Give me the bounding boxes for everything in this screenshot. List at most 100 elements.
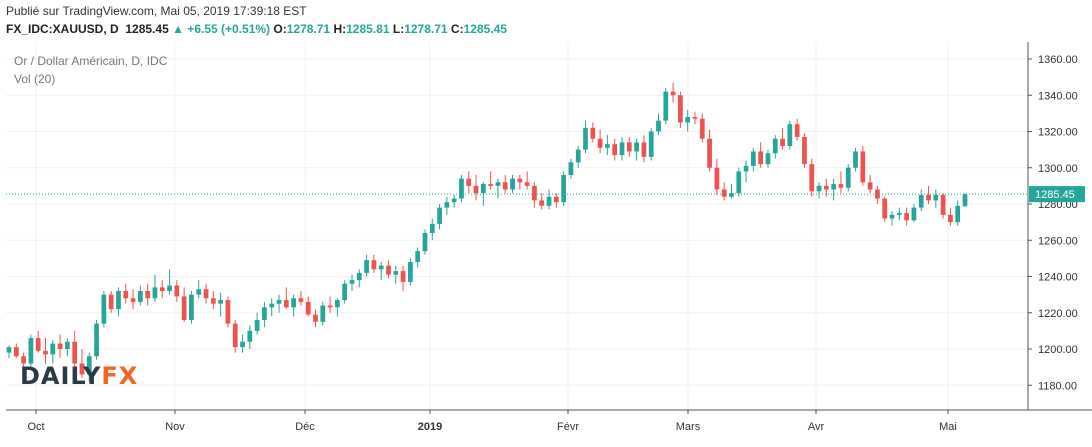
candle-body bbox=[714, 167, 720, 190]
candle-body bbox=[678, 95, 683, 123]
candle bbox=[707, 129, 712, 172]
candle bbox=[43, 338, 48, 364]
candle bbox=[933, 189, 939, 208]
candle-body bbox=[532, 185, 537, 201]
candle-body bbox=[488, 184, 494, 186]
y-tick-label: 1300.00 bbox=[1038, 163, 1078, 175]
candle-body bbox=[539, 200, 545, 206]
candle bbox=[634, 138, 639, 161]
candle bbox=[546, 189, 552, 210]
x-tick-label: Avr bbox=[808, 421, 825, 433]
candle-body bbox=[415, 251, 421, 262]
candle-body bbox=[626, 142, 632, 152]
candle-body bbox=[298, 298, 304, 302]
candle bbox=[626, 136, 632, 157]
candle bbox=[72, 330, 78, 371]
candle-body bbox=[35, 338, 41, 351]
candle bbox=[130, 289, 136, 310]
candle bbox=[670, 82, 676, 103]
candle bbox=[532, 182, 537, 208]
candle bbox=[349, 274, 355, 291]
candle bbox=[57, 334, 63, 359]
candle-body bbox=[101, 294, 107, 324]
candle-body bbox=[758, 151, 764, 165]
candle bbox=[743, 160, 749, 183]
candle-body bbox=[116, 291, 121, 310]
candle bbox=[882, 196, 888, 223]
candle bbox=[203, 283, 209, 304]
candle-body bbox=[473, 185, 479, 194]
candle bbox=[473, 175, 479, 201]
candle-body bbox=[225, 300, 231, 324]
candle bbox=[276, 294, 282, 313]
candle-body bbox=[203, 289, 209, 299]
candle-body bbox=[28, 338, 34, 364]
candle bbox=[320, 301, 326, 326]
candle bbox=[750, 147, 756, 172]
candle bbox=[21, 352, 26, 368]
chart-axes: 1360.001340.001320.001300.001280.001260.… bbox=[6, 42, 1092, 433]
candle bbox=[860, 146, 866, 186]
candle-body bbox=[444, 202, 450, 208]
candle-body bbox=[911, 207, 917, 221]
candle-body bbox=[159, 287, 165, 291]
candle-body bbox=[6, 347, 12, 353]
candle bbox=[415, 247, 421, 268]
x-tick-label: Mai bbox=[939, 421, 957, 433]
candle-body bbox=[816, 185, 822, 192]
candle bbox=[313, 309, 318, 328]
candle-body bbox=[561, 175, 566, 203]
candle bbox=[940, 193, 946, 219]
candle-body bbox=[721, 189, 727, 197]
candle-body bbox=[232, 323, 238, 348]
candle bbox=[116, 287, 121, 317]
candle bbox=[699, 113, 705, 143]
candle-body bbox=[291, 298, 296, 308]
candle-body bbox=[400, 271, 406, 282]
candle-body bbox=[451, 198, 457, 203]
candle-body bbox=[597, 138, 603, 148]
candle-body bbox=[174, 285, 180, 297]
y-tick-label: 1220.00 bbox=[1038, 308, 1078, 320]
candle-body bbox=[648, 131, 654, 157]
candle-body bbox=[283, 300, 289, 308]
candle-body bbox=[218, 300, 224, 304]
candle-body bbox=[889, 214, 895, 219]
candle bbox=[94, 320, 99, 360]
candle-body bbox=[707, 138, 712, 168]
published-note: Publié sur TradingView.com, Mai 05, 2019… bbox=[6, 4, 307, 18]
x-tick-label: Févr bbox=[557, 421, 579, 433]
candle bbox=[838, 171, 844, 194]
candle bbox=[619, 136, 625, 161]
candle bbox=[393, 265, 399, 284]
candle-body bbox=[845, 167, 851, 188]
candle bbox=[386, 260, 391, 279]
candle-body bbox=[831, 184, 837, 190]
candle-body bbox=[699, 118, 705, 139]
candle bbox=[495, 178, 501, 199]
close-value: 1285.45 bbox=[463, 22, 507, 36]
low-label: L: bbox=[392, 22, 405, 36]
candle-body bbox=[50, 343, 56, 355]
last-price-value: 1285.45 bbox=[125, 22, 169, 36]
candle bbox=[123, 283, 129, 304]
candle-body bbox=[583, 127, 588, 150]
candle-body bbox=[79, 363, 85, 375]
candle bbox=[137, 285, 143, 306]
candle-body bbox=[459, 178, 464, 199]
candle bbox=[371, 254, 377, 273]
candle-body bbox=[546, 196, 552, 206]
volume-indicator-label[interactable]: Vol (20) bbox=[14, 72, 56, 86]
chart-grid bbox=[6, 42, 1028, 410]
y-tick-label: 1200.00 bbox=[1038, 344, 1078, 356]
symbol-name: FX_IDC:XAUUSD, D bbox=[6, 22, 119, 36]
candle-body bbox=[210, 298, 216, 304]
candle bbox=[729, 184, 734, 199]
candle bbox=[692, 111, 698, 125]
candle bbox=[510, 175, 515, 194]
candle bbox=[809, 158, 815, 197]
candle-body bbox=[86, 356, 92, 375]
candle bbox=[86, 352, 92, 382]
candle-body bbox=[240, 341, 245, 348]
